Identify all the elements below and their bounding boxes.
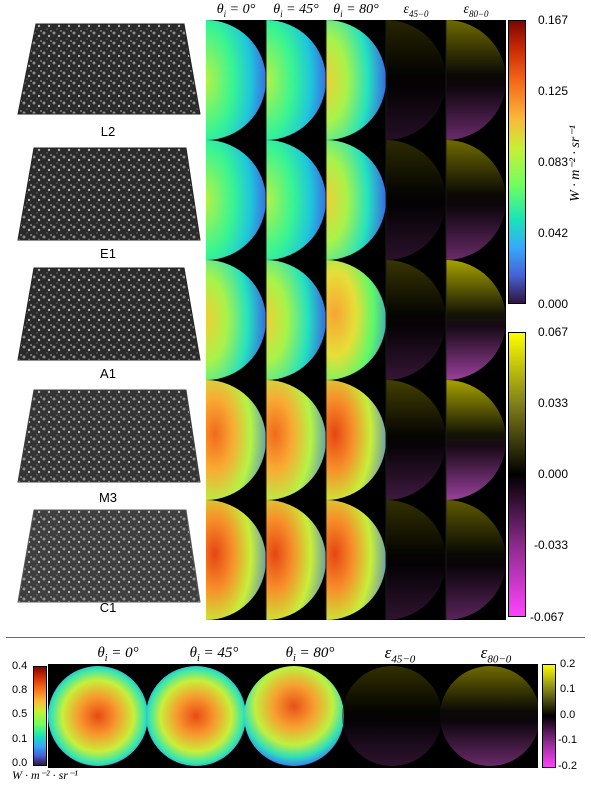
bottom-left-colorbar bbox=[33, 666, 47, 766]
sample-image-l2 bbox=[12, 20, 204, 118]
bottom-right-tick-4: -0.2 bbox=[558, 760, 577, 772]
bottom-disks bbox=[48, 664, 538, 768]
diff-colorbar bbox=[508, 332, 526, 617]
bottom-header-eps-45: ε45−0 bbox=[384, 643, 416, 666]
bottom-left-tick-1: 0.8 bbox=[12, 684, 28, 696]
sample-image-c1 bbox=[12, 506, 204, 606]
bottom-right-tick-1: 0.1 bbox=[560, 683, 576, 695]
radiance-grid bbox=[206, 20, 506, 620]
bottom-header-theta-0: θi = 0° bbox=[97, 645, 139, 664]
sample-label-l2: L2 bbox=[100, 124, 116, 139]
diff-tick-2: 0.000 bbox=[538, 467, 569, 481]
header-theta-45: θi = 45° bbox=[273, 2, 319, 19]
bottom-right-tick-2: 0.0 bbox=[560, 709, 576, 721]
sample-label-c1: C1 bbox=[99, 600, 117, 615]
grid-row-1 bbox=[206, 20, 506, 140]
disk-theta-80 bbox=[244, 666, 344, 766]
grid-row-4 bbox=[206, 380, 506, 500]
grid-row-5 bbox=[206, 500, 506, 620]
sample-label-m3: M3 bbox=[98, 490, 118, 505]
bottom-right-tick-0: 0.2 bbox=[560, 658, 576, 670]
sample-label-e1: E1 bbox=[100, 246, 116, 261]
bottom-left-tick-3: 0.1 bbox=[12, 733, 28, 745]
diff-tick-4: -0.067 bbox=[530, 610, 565, 624]
sample-image-e1 bbox=[12, 144, 204, 244]
header-theta-80: θi = 80° bbox=[333, 2, 379, 19]
bottom-header-eps-80: ε80−0 bbox=[480, 643, 512, 666]
header-theta-0: θi = 0° bbox=[216, 2, 256, 19]
bottom-disks-svg bbox=[48, 664, 538, 768]
bottom-left-tick-0: 0.4 bbox=[12, 660, 28, 672]
bottom-left-tick-4: 0.0 bbox=[12, 757, 28, 769]
bottom-unit-label: W · m⁻² · sr⁻¹ bbox=[12, 768, 78, 782]
sample-column: L2 E1 A1 M3 C1 bbox=[12, 14, 204, 615]
radiance-tick-2: 0.083 bbox=[538, 155, 569, 169]
disk-eps-45 bbox=[342, 666, 442, 766]
grid-row-2 bbox=[206, 140, 506, 260]
diff-tick-3: -0.033 bbox=[534, 538, 569, 552]
radiance-grid-svg bbox=[206, 20, 506, 620]
header-eps-80: ε80−0 bbox=[463, 2, 489, 19]
radiance-colorbar bbox=[508, 20, 526, 304]
radiance-tick-1: 0.125 bbox=[538, 84, 569, 98]
section-divider bbox=[6, 637, 585, 638]
sample-label-a1: A1 bbox=[100, 366, 116, 381]
bottom-right-tick-3: -0.1 bbox=[558, 734, 577, 746]
radiance-tick-3: 0.042 bbox=[538, 226, 569, 240]
bottom-header-theta-80: θi = 80° bbox=[285, 645, 335, 664]
bottom-header-theta-45: θi = 45° bbox=[189, 645, 239, 664]
header-eps-45: ε45−0 bbox=[403, 2, 429, 19]
grid-row-3 bbox=[206, 260, 506, 380]
radiance-unit-label: W · m⁻² · sr⁻¹ bbox=[567, 125, 583, 202]
bottom-left-tick-2: 0.5 bbox=[12, 708, 28, 720]
disk-theta-0 bbox=[48, 666, 148, 766]
bottom-right-colorbar bbox=[542, 664, 556, 768]
diff-tick-0: 0.067 bbox=[538, 325, 569, 339]
disk-eps-80 bbox=[440, 666, 538, 766]
sample-image-m3 bbox=[12, 386, 204, 486]
diff-tick-1: 0.033 bbox=[538, 396, 569, 410]
radiance-tick-4: 0.000 bbox=[538, 297, 569, 311]
radiance-tick-0: 0.167 bbox=[538, 13, 569, 27]
sample-image-a1 bbox=[12, 264, 204, 364]
disk-theta-45 bbox=[146, 666, 246, 766]
